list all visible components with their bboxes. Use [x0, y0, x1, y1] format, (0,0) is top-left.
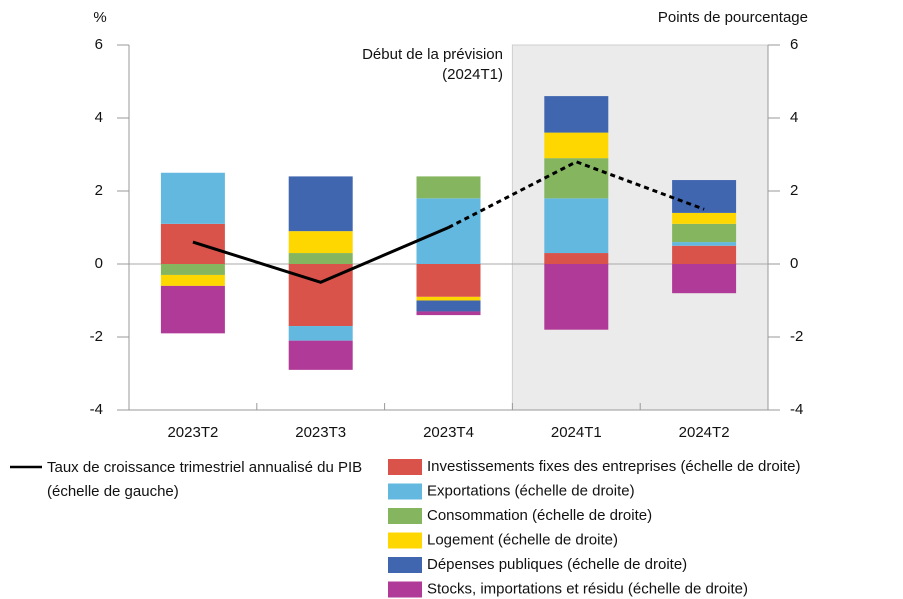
legend-swatch — [388, 508, 422, 524]
legend-label: Consommation (échelle de droite) — [427, 507, 652, 524]
legend-label: Stocks, importations et résidu (échelle … — [427, 580, 748, 597]
annotation: (2024T1) — [442, 66, 503, 83]
bar-segment — [544, 264, 609, 330]
x-tick-label: 2024T1 — [551, 424, 602, 441]
legend-swatch — [388, 459, 422, 475]
x-tick-label: 2023T4 — [423, 424, 474, 441]
y2-tick-label: 0 — [790, 255, 798, 272]
bar-segment — [544, 96, 609, 133]
bar-segment — [288, 340, 353, 370]
bar-segment — [288, 253, 353, 264]
gdp-line — [192, 226, 450, 284]
bar-segment — [672, 264, 737, 294]
legend-swatch — [388, 483, 422, 500]
bar-segment — [544, 198, 609, 254]
legend-label: Logement (échelle de droite) — [427, 531, 618, 548]
legend-swatch — [388, 557, 422, 573]
legend-swatch — [388, 581, 422, 598]
bar-segment — [288, 231, 353, 254]
y2-tick-label: -2 — [790, 328, 803, 345]
legend-label: Investissements fixes des entreprises (é… — [427, 458, 801, 475]
y2-tick-label: 2 — [790, 182, 798, 199]
bar-segment — [672, 180, 737, 213]
bar-segment — [160, 264, 225, 275]
legend-line-text: Taux de croissance trimestriel annualisé… — [47, 459, 363, 500]
gdp-line-forecast — [447, 160, 705, 229]
y2-axis-label: Points de pourcentage — [658, 9, 808, 26]
y2-tick-label: 6 — [790, 36, 798, 53]
y-tick-label: 0 — [95, 255, 103, 272]
bar-segment — [544, 158, 609, 199]
bar-segment — [416, 176, 481, 199]
y-tick-label: 2 — [95, 182, 103, 199]
annotation: Début de la prévision — [362, 46, 503, 63]
bar-segment — [544, 132, 609, 159]
bar-segment — [160, 285, 225, 334]
bar-segment — [416, 300, 481, 312]
bar-segment — [672, 242, 737, 246]
bar-segment — [416, 198, 481, 264]
bar-segment — [160, 223, 225, 264]
bar-segment — [288, 326, 353, 341]
y-tick-label: 4 — [95, 109, 103, 126]
y-axis-label: % — [93, 9, 106, 26]
legend-label: Exportations (échelle de droite) — [427, 482, 635, 499]
legend-swatch — [388, 532, 422, 549]
bar-segment — [544, 253, 609, 264]
bar-segment — [416, 311, 481, 316]
y2-tick-label: -4 — [790, 401, 803, 418]
legend-label: Dépenses publiques (échelle de droite) — [427, 556, 687, 573]
bar-segment — [672, 223, 737, 243]
y-tick-label: -4 — [90, 401, 103, 418]
y-tick-label: 6 — [95, 36, 103, 53]
x-tick-label: 2023T2 — [167, 424, 218, 441]
bar-segment — [672, 245, 737, 264]
bar-segment — [288, 176, 353, 232]
x-tick-label: 2023T3 — [295, 424, 346, 441]
bar-segment — [672, 212, 737, 224]
bar-segment — [416, 296, 481, 301]
bar-segment — [160, 274, 225, 286]
y-tick-label: -2 — [90, 328, 103, 345]
y2-tick-label: 4 — [790, 109, 798, 126]
bar-segment — [416, 264, 481, 297]
bar-segment — [160, 172, 225, 224]
x-tick-label: 2024T2 — [679, 424, 730, 441]
